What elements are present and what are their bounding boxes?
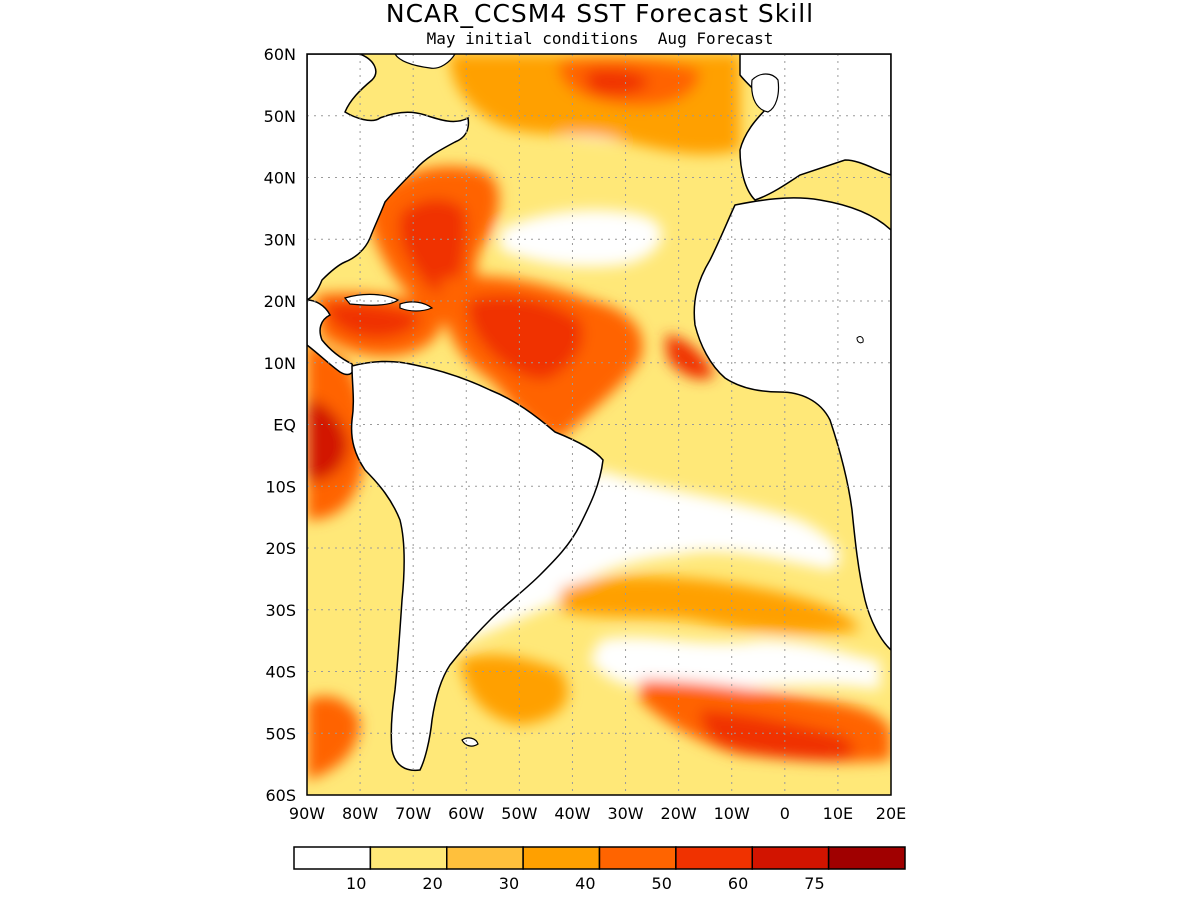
map-frame bbox=[306, 53, 892, 796]
latitude-tick-label: 10S bbox=[265, 477, 296, 496]
uk-ireland bbox=[751, 73, 780, 113]
africa bbox=[693, 197, 891, 652]
longitude-tick-label: 10W bbox=[714, 804, 750, 823]
latitude-tick-label: 60N bbox=[264, 45, 296, 64]
latitude-tick-label: 40S bbox=[265, 663, 296, 682]
colorbar-label: 75 bbox=[804, 874, 824, 893]
colorbar-label: 60 bbox=[728, 874, 748, 893]
longitude-tick-label: 70W bbox=[395, 804, 431, 823]
colorbar-label: 50 bbox=[652, 874, 672, 893]
central-america bbox=[307, 299, 354, 376]
longitude-tick-label: 40W bbox=[554, 804, 590, 823]
gulf-stream-core bbox=[399, 199, 467, 300]
colorbar-bin bbox=[446, 846, 524, 870]
colorbar-bin bbox=[827, 846, 906, 870]
latitude-tick-label: EQ bbox=[273, 416, 296, 435]
longitude-tick-label: 90W bbox=[289, 804, 325, 823]
subpolar-peak bbox=[585, 69, 650, 95]
colorbar-bin bbox=[675, 846, 753, 870]
longitude-axis: 90W 80W 70W 60W 50W 40W 30W 20W 10W 0 10E 20E bbox=[289, 804, 906, 823]
low-skill-south bbox=[420, 470, 840, 650]
greenland-edge bbox=[394, 54, 456, 69]
latitude-tick-label: 40N bbox=[264, 169, 296, 188]
chart-title: NCAR_CCSM4 SST Forecast Skill bbox=[385, 0, 815, 28]
north-america bbox=[307, 54, 470, 301]
graticule bbox=[307, 54, 891, 795]
south-america bbox=[350, 360, 604, 772]
east-pacific-core bbox=[307, 400, 348, 482]
longitude-tick-label: 50W bbox=[501, 804, 537, 823]
latitude-tick-label: 60S bbox=[265, 786, 296, 805]
hispaniola bbox=[399, 301, 434, 312]
colorbar-bin bbox=[598, 846, 677, 870]
southwest-band bbox=[307, 696, 360, 780]
latitude-tick-label: 30N bbox=[264, 230, 296, 249]
falklands bbox=[461, 737, 479, 747]
colorbar: 10 20 30 40 50 60 75 bbox=[293, 846, 906, 893]
colorbar-label: 40 bbox=[575, 874, 595, 893]
latitude-tick-label: 20N bbox=[264, 292, 296, 311]
longitude-tick-label: 20W bbox=[661, 804, 697, 823]
latitude-tick-label: 30S bbox=[265, 601, 296, 620]
colorbar-bin bbox=[369, 846, 448, 870]
mauritania-band bbox=[665, 335, 715, 380]
colorbar-bin bbox=[293, 846, 372, 870]
cape-verde bbox=[856, 336, 864, 344]
low-skill-south-2 bbox=[590, 637, 880, 690]
chart-subtitle: May initial conditions Aug Forecast bbox=[426, 29, 774, 48]
longitude-tick-label: 30W bbox=[607, 804, 643, 823]
longitude-tick-label: 20E bbox=[876, 804, 906, 823]
latitude-tick-label: 10N bbox=[264, 354, 296, 373]
colorbar-label: 30 bbox=[499, 874, 519, 893]
southern-core bbox=[700, 710, 854, 760]
colorbar-bin bbox=[522, 846, 601, 870]
skill-field bbox=[307, 54, 891, 795]
longitude-tick-label: 60W bbox=[448, 804, 484, 823]
caribbean-core bbox=[325, 303, 420, 339]
south-mid-band bbox=[560, 576, 860, 635]
colorbar-bin bbox=[751, 846, 830, 870]
latitude-axis: 60N 50N 40N 30N 20N 10N EQ 10S 20S 30S 40S 50S 60S bbox=[264, 45, 296, 805]
tropical-core bbox=[468, 296, 583, 380]
longitude-tick-label: 0 bbox=[780, 804, 790, 823]
latitude-tick-label: 20S bbox=[265, 539, 296, 558]
longitude-tick-label: 10E bbox=[823, 804, 853, 823]
low-skill-north bbox=[500, 210, 662, 267]
latitude-tick-label: 50N bbox=[264, 107, 296, 126]
south-west-band bbox=[460, 654, 568, 725]
cuba bbox=[343, 293, 400, 306]
longitude-tick-label: 80W bbox=[342, 804, 378, 823]
colorbar-label: 20 bbox=[422, 874, 442, 893]
latitude-tick-label: 50S bbox=[265, 724, 296, 743]
colorbar-label: 10 bbox=[346, 874, 366, 893]
